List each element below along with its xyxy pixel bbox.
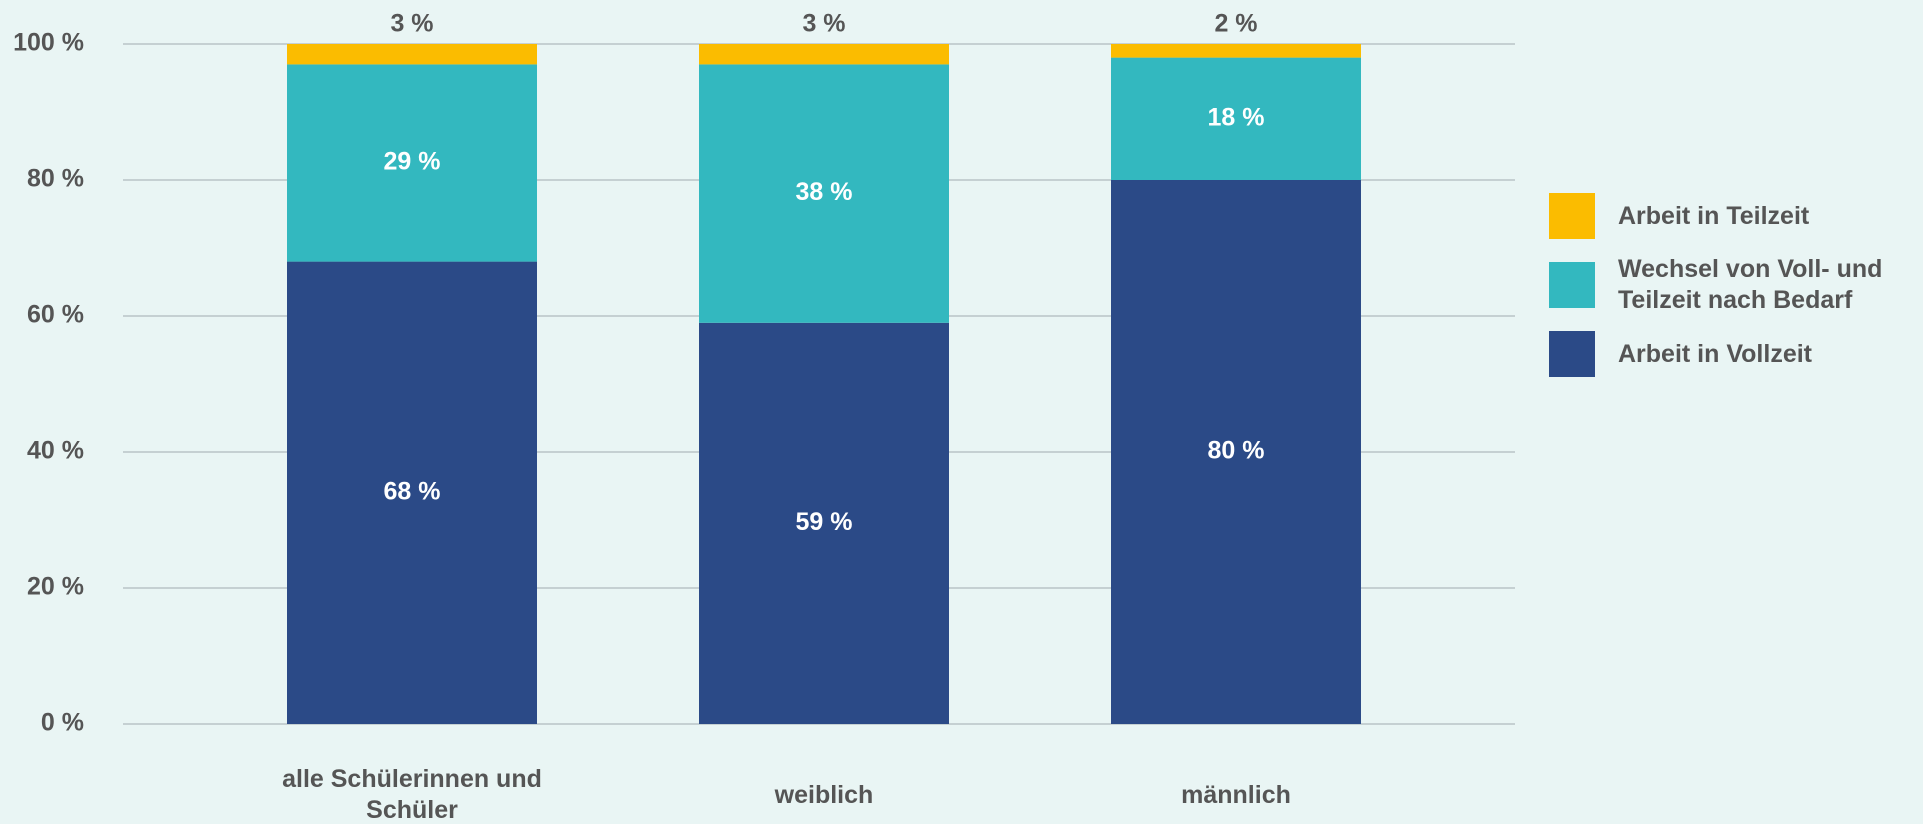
- data-label: 80 %: [1208, 437, 1265, 465]
- y-tick-label: 60 %: [27, 301, 84, 329]
- legend-swatch: [1549, 331, 1595, 377]
- data-label: 29 %: [384, 148, 441, 176]
- x-tick-label: alle Schülerinnen und Schüler: [282, 765, 542, 824]
- bar-segment: [287, 44, 537, 65]
- bar-segment: [1111, 180, 1361, 724]
- bar-segment: [699, 64, 949, 323]
- data-label: 2 %: [1214, 10, 1257, 38]
- y-tick-label: 100 %: [13, 29, 84, 57]
- bar-segment: [1111, 44, 1361, 58]
- data-label: 3 %: [390, 10, 433, 38]
- y-tick-label: 40 %: [27, 437, 84, 465]
- y-tick-label: 0 %: [41, 709, 84, 737]
- legend-label: Arbeit in Vollzeit: [1618, 339, 1812, 368]
- bar-segment: [287, 261, 537, 724]
- bar-segment: [1111, 57, 1361, 180]
- x-tick-label: männlich: [1181, 780, 1291, 809]
- data-label: 3 %: [802, 10, 845, 38]
- data-label: 68 %: [384, 477, 441, 505]
- y-tick-label: 20 %: [27, 573, 84, 601]
- bar-segment: [699, 322, 949, 724]
- data-label: 38 %: [796, 178, 853, 206]
- bar-segment: [699, 44, 949, 65]
- legend-label: Wechsel von Voll- und Teilzeit nach Beda…: [1618, 255, 1883, 314]
- legend-swatch: [1549, 193, 1595, 239]
- x-tick-label: weiblich: [774, 780, 874, 809]
- bar-segment: [287, 64, 537, 262]
- legend-label: Arbeit in Teilzeit: [1618, 201, 1810, 230]
- data-label: 59 %: [796, 508, 853, 536]
- legend-swatch: [1549, 262, 1595, 308]
- data-label: 18 %: [1208, 103, 1265, 131]
- y-tick-label: 80 %: [27, 165, 84, 193]
